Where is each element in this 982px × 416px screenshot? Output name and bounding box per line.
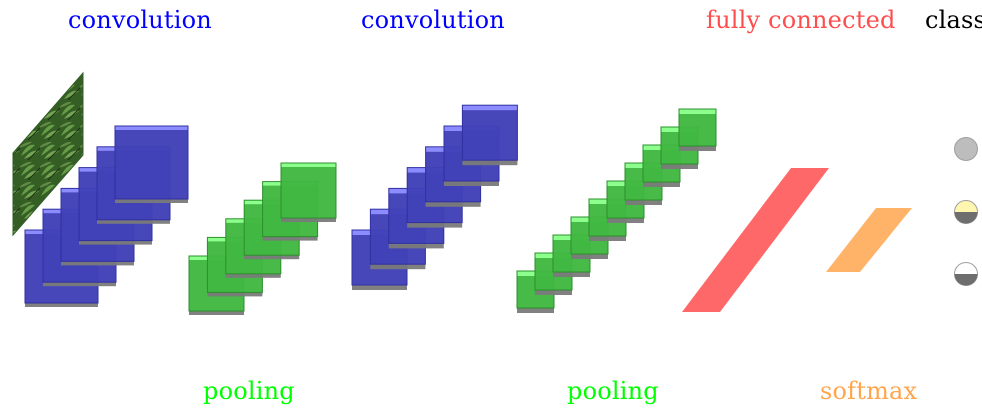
class-node — [954, 262, 978, 286]
class-node-circle — [954, 137, 978, 161]
input-image — [12, 71, 84, 237]
fully-connected-label: fully connected — [706, 6, 896, 34]
convolution-label-1: convolution — [68, 6, 212, 34]
class-label: class — [925, 6, 982, 34]
convolution-2-feature-map-shadow — [462, 110, 518, 166]
pooling-2-feature-map-square — [678, 108, 717, 147]
convolution-2-feature-map-square — [461, 104, 518, 161]
fully-connected-layer — [682, 168, 829, 312]
softmax-label: softmax — [820, 377, 918, 405]
softmax-layer — [826, 208, 912, 272]
pooling-2-feature-map-shadow — [679, 114, 716, 151]
convolution-1-feature-map-shadow — [115, 130, 188, 203]
convolution-label-2: convolution — [361, 6, 505, 34]
convolution-1-feature-map-square — [114, 125, 189, 200]
pooling-label-2: pooling — [567, 377, 659, 405]
pooling-2-feature-map — [678, 108, 717, 151]
pooling-1-feature-map-shadow — [281, 167, 336, 222]
class-node-lower-half — [954, 212, 978, 224]
pooling-1-feature-map-square — [280, 162, 337, 219]
class-node — [954, 137, 978, 161]
convolution-2-feature-map — [461, 104, 518, 166]
class-node — [954, 200, 978, 224]
pooling-label-1: pooling — [203, 377, 295, 405]
class-node-lower-half — [954, 274, 978, 286]
convolution-1-feature-map — [114, 125, 189, 203]
diagram-layers — [24, 104, 978, 315]
pooling-1-feature-map — [280, 162, 337, 222]
